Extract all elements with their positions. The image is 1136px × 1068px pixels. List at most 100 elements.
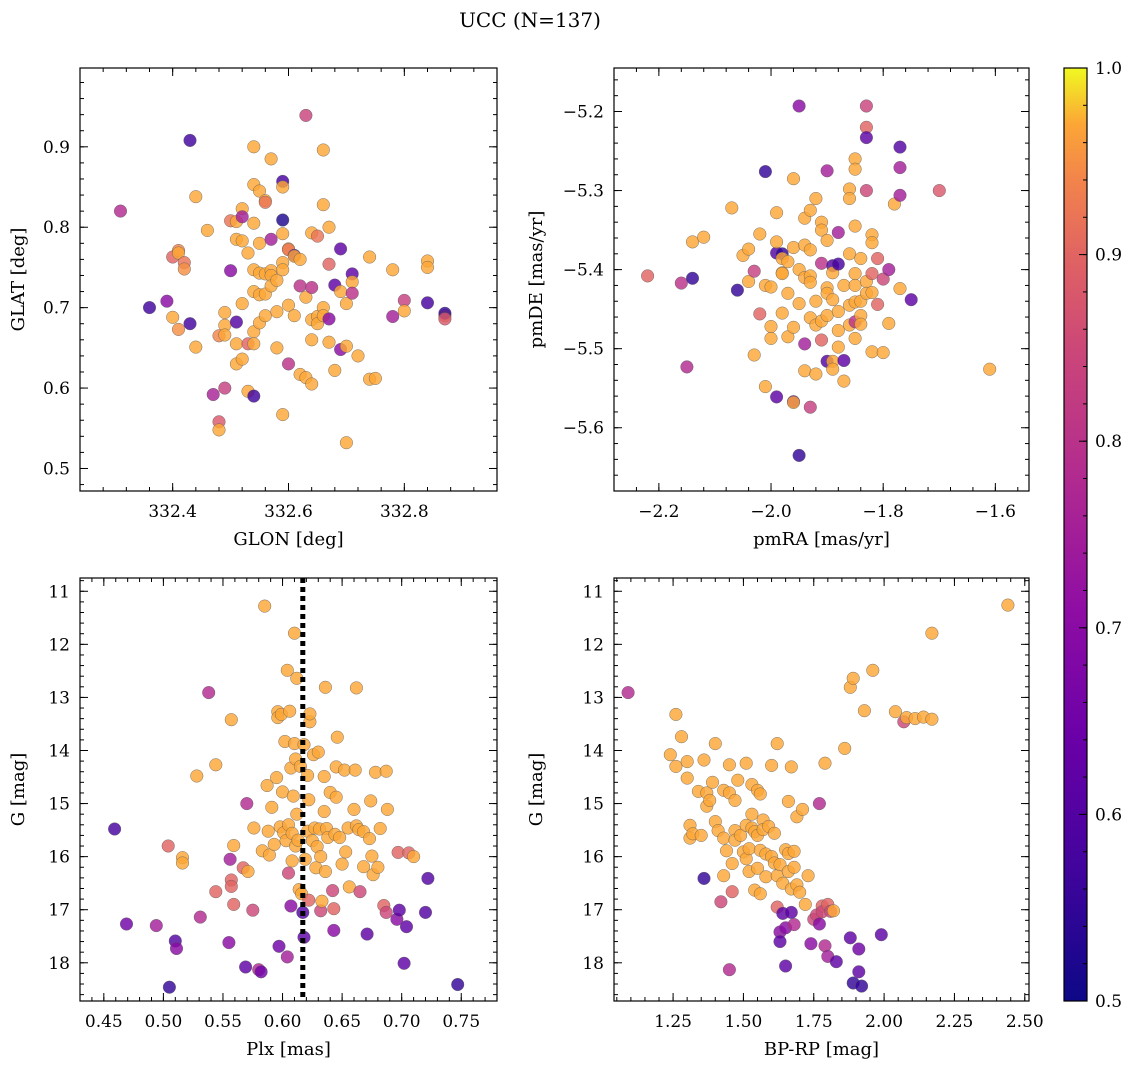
scatter-point bbox=[804, 937, 818, 951]
scatter-point bbox=[809, 367, 823, 381]
scatter-points bbox=[641, 99, 997, 462]
axes-frame bbox=[79, 577, 498, 1002]
scatter-point bbox=[349, 681, 363, 695]
scatter-point bbox=[348, 763, 362, 777]
scatter-point bbox=[882, 263, 896, 277]
scatter-point bbox=[888, 705, 902, 719]
scatter-point bbox=[318, 865, 332, 879]
y-tick-label: 16 bbox=[48, 848, 70, 868]
scatter-point bbox=[322, 257, 336, 271]
panel-plx-g: 0.45 0.50 0.55 0.60 0.65 0.70 0.75 11 12 13 14 15 16… bbox=[8, 577, 498, 1060]
scatter-point bbox=[865, 286, 879, 300]
x-tick-label: 2.50 bbox=[1006, 1012, 1044, 1032]
scatter-point bbox=[837, 374, 851, 388]
figure-title: UCC (N=137) bbox=[459, 8, 601, 32]
scatter-point bbox=[286, 789, 300, 803]
scatter-point bbox=[751, 861, 765, 875]
scatter-point bbox=[419, 905, 433, 919]
scatter-point bbox=[694, 828, 708, 842]
scatter-point bbox=[621, 686, 635, 700]
scatter-point bbox=[193, 910, 207, 924]
scatter-point bbox=[787, 320, 801, 334]
scatter-point bbox=[335, 857, 349, 871]
scatter-point bbox=[276, 263, 290, 277]
scatter-point bbox=[258, 309, 272, 323]
scatter-point bbox=[812, 917, 826, 931]
scatter-point bbox=[815, 333, 829, 347]
scatter-point bbox=[731, 773, 745, 787]
x-axis-label: pmRA [mas/yr] bbox=[753, 529, 890, 550]
scatter-point bbox=[697, 753, 711, 767]
scatter-point bbox=[218, 328, 232, 342]
scatter-point bbox=[770, 390, 784, 404]
scatter-point bbox=[742, 275, 756, 289]
scatter-point bbox=[848, 267, 862, 281]
scatter-point bbox=[345, 275, 359, 289]
colorbar-tick-label: 1.0 bbox=[1095, 59, 1122, 79]
scatter-point bbox=[327, 902, 341, 916]
scatter-point bbox=[314, 850, 328, 864]
scatter-point bbox=[764, 320, 778, 334]
scatter-point bbox=[798, 897, 812, 911]
scatter-point bbox=[865, 236, 879, 250]
scatter-point bbox=[728, 793, 742, 807]
scatter-point bbox=[305, 281, 319, 295]
scatter-point bbox=[315, 894, 329, 908]
scatter-point bbox=[882, 316, 896, 330]
x-tick-label: 0.70 bbox=[383, 1012, 421, 1032]
scatter-point bbox=[714, 895, 728, 909]
scatter-point bbox=[329, 790, 343, 804]
scatter-point bbox=[857, 704, 871, 718]
scatter-point bbox=[803, 400, 817, 414]
colorbar-tick-label: 0.8 bbox=[1095, 432, 1122, 452]
scatter-point bbox=[171, 246, 185, 260]
scatter-point bbox=[826, 293, 840, 307]
scatter-point bbox=[229, 315, 243, 329]
scatter-point bbox=[831, 305, 845, 319]
scatter-point bbox=[680, 755, 694, 769]
scatter-point bbox=[854, 251, 868, 265]
scatter-point bbox=[722, 963, 736, 977]
scatter-point bbox=[380, 802, 394, 816]
scatter-point bbox=[764, 280, 778, 294]
y-tick-label: 0.6 bbox=[43, 379, 70, 399]
scatter-point bbox=[904, 293, 918, 307]
panel-bprp-g: 1.25 1.50 1.75 2.00 2.25 2.50 11 12 13 14 15 16 17 18… bbox=[526, 577, 1044, 1060]
scatter-point bbox=[202, 686, 216, 700]
scatter-point bbox=[787, 844, 801, 858]
scatter-point bbox=[272, 939, 286, 953]
scatter-point bbox=[1001, 598, 1015, 612]
scatter-point bbox=[421, 260, 435, 274]
y-tick-label: 12 bbox=[582, 635, 604, 655]
scatter-point bbox=[747, 348, 761, 362]
x-tick-label: −1.6 bbox=[975, 502, 1016, 522]
scatter-point bbox=[829, 955, 843, 969]
scatter-point bbox=[386, 263, 400, 277]
scatter-point bbox=[270, 341, 284, 355]
scatter-point bbox=[347, 802, 361, 816]
scatter-point bbox=[803, 275, 817, 289]
scatter-point bbox=[371, 860, 385, 874]
scatter-point bbox=[189, 340, 203, 354]
scatter-point bbox=[745, 807, 759, 821]
scatter-point bbox=[311, 229, 325, 243]
scatter-point bbox=[235, 352, 249, 366]
scatter-point bbox=[261, 824, 275, 838]
scatter-point bbox=[224, 713, 238, 727]
colorbar: 0.5 0.6 0.7 0.8 0.9 1.0 bbox=[1063, 59, 1122, 1012]
scatter-point bbox=[925, 712, 939, 726]
scatter-point bbox=[351, 349, 365, 363]
scatter-point bbox=[848, 162, 862, 176]
scatter-point bbox=[674, 276, 688, 290]
scatter-point bbox=[848, 331, 862, 345]
scatter-point bbox=[866, 663, 880, 677]
scatter-point bbox=[252, 236, 266, 250]
scatter-point bbox=[827, 904, 841, 918]
scatter-point bbox=[258, 195, 272, 209]
scatter-point bbox=[764, 331, 778, 345]
scatter-point bbox=[363, 832, 377, 846]
y-tick-label: 11 bbox=[582, 582, 604, 602]
scatter-point bbox=[848, 219, 862, 233]
scatter-point bbox=[227, 839, 241, 853]
scatter-point bbox=[339, 436, 353, 450]
